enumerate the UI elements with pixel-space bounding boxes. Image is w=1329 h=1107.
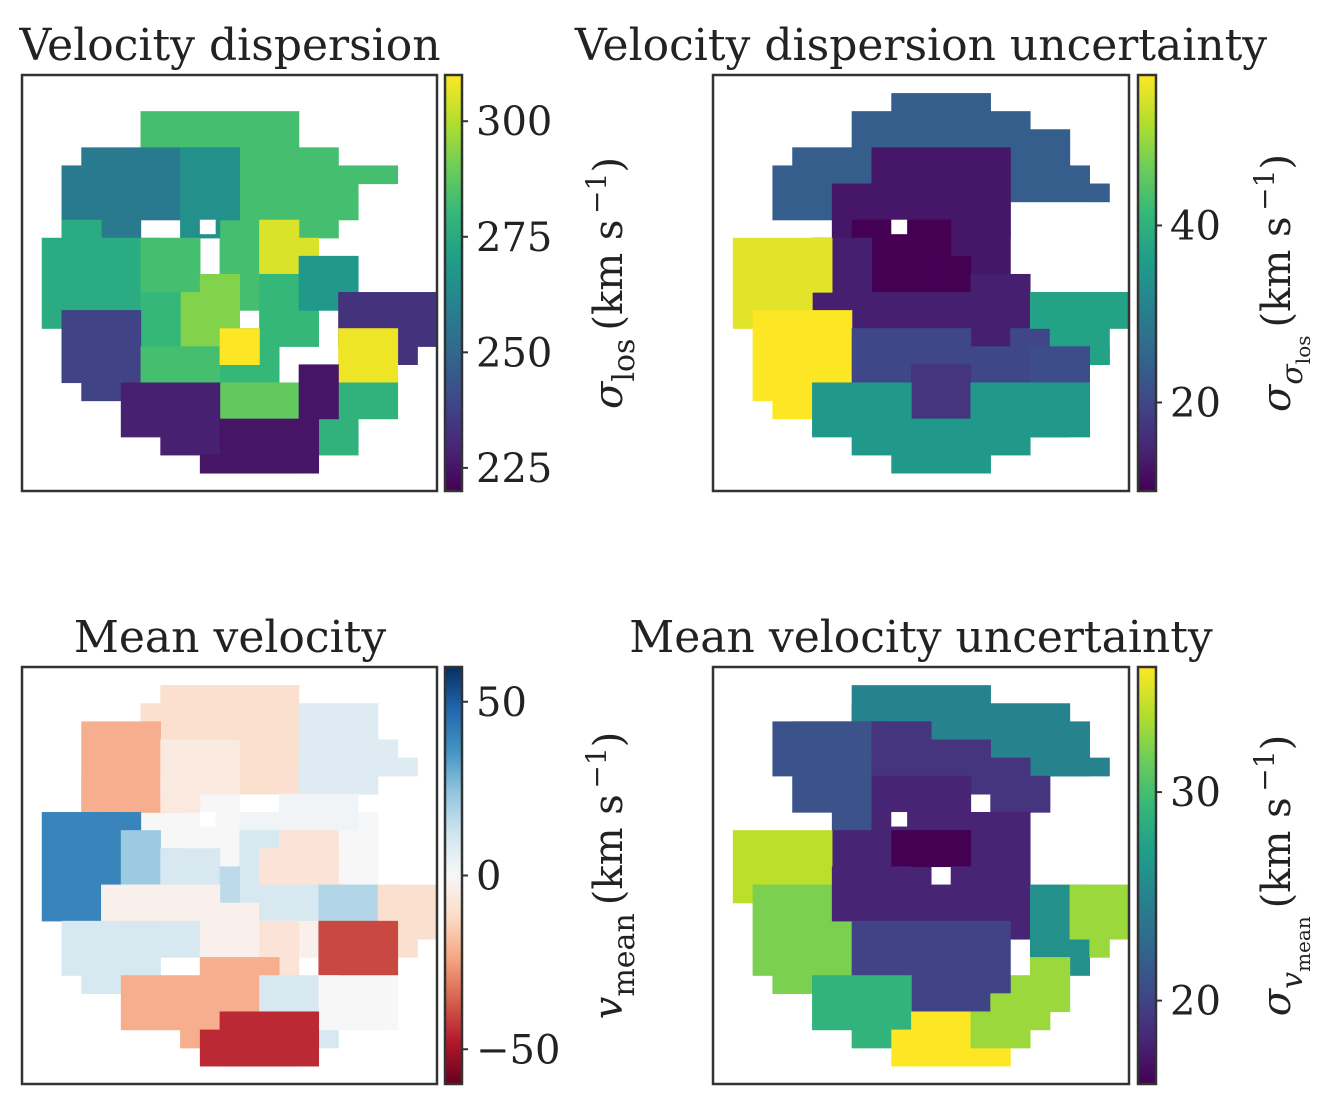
panel-title: Velocity dispersion — [18, 20, 440, 71]
heatmap-bin — [772, 975, 813, 994]
heatmap-bin — [1049, 364, 1071, 384]
heatmap-bin — [61, 219, 102, 239]
colorbar-label: σvmean (km s −1) — [1248, 735, 1315, 1016]
heatmap-bin — [338, 938, 379, 976]
heatmap-bin — [101, 884, 181, 922]
heatmap-bin — [239, 703, 300, 795]
heatmap-bin — [851, 328, 912, 384]
panel-3: Mean velocity −50 0 50 vmean (km s −1) — [20, 612, 642, 1086]
heatmap-bin — [160, 418, 221, 456]
colorbar — [443, 73, 464, 493]
panel-title: Mean velocity — [74, 612, 387, 663]
heatmap-bin — [81, 382, 122, 402]
masked-cell — [199, 812, 216, 827]
heatmap-bin — [950, 920, 1011, 994]
heatmap-bin — [1010, 757, 1110, 777]
map-frame — [20, 665, 439, 1086]
heatmap-bin — [338, 382, 399, 420]
heatmap-bin — [1029, 775, 1051, 813]
heatmap-bin — [338, 328, 399, 384]
heatmap-bin — [219, 382, 300, 420]
heatmap-bin — [81, 975, 122, 994]
heatmap-bin — [1029, 292, 1130, 329]
heatmap-bin — [891, 830, 972, 868]
colorbar-tick-label: 225 — [476, 446, 552, 492]
panel-title: Mean velocity uncertainty — [629, 612, 1213, 663]
panel-title: Velocity dispersion uncertainty — [574, 20, 1267, 71]
heatmap-bin — [278, 165, 359, 221]
heatmap-bin — [812, 830, 833, 886]
heatmap-bin — [357, 165, 399, 185]
heatmap-bin — [772, 165, 833, 221]
panel-2: Velocity dispersion uncertainty 20 40 σσlos… — [574, 20, 1315, 493]
heatmap-bin — [772, 400, 813, 420]
colorbar — [443, 665, 464, 1086]
colorbar-tick-label: 40 — [1170, 203, 1221, 249]
colorbar-label: σσlos (km s −1) — [1248, 154, 1315, 412]
masked-cell — [891, 812, 908, 827]
heatmap-bin — [199, 1029, 300, 1067]
heatmap-bin — [338, 993, 379, 1031]
heatmap-bin — [1010, 165, 1090, 203]
heatmap-bin — [180, 292, 221, 347]
panel-1: Velocity dispersion 225 250 275 300 σlos (km … — [18, 20, 642, 493]
map-frame — [20, 73, 439, 493]
colorbar-tick-label: 20 — [1170, 380, 1221, 426]
heatmap-bin — [397, 346, 418, 365]
colorbar-tick-label: 300 — [476, 99, 552, 145]
colorbar-label: vmean (km s −1) — [580, 732, 642, 1020]
heatmap-bin — [61, 310, 142, 384]
heatmap-bin — [1089, 920, 1110, 958]
panel-4: Mean velocity uncertainty 20 30 σvmean (km … — [629, 612, 1315, 1086]
heatmap-bin — [101, 219, 142, 239]
heatmap-bin — [278, 830, 339, 868]
heatmap-bin — [812, 902, 833, 958]
heatmap-bin — [140, 292, 181, 347]
heatmap-bin — [871, 721, 932, 777]
masked-cell — [891, 219, 908, 235]
heatmap-bin — [990, 757, 1031, 813]
colorbar-tick-label: 20 — [1170, 979, 1221, 1025]
heatmap — [732, 93, 1130, 474]
colorbar — [1136, 73, 1158, 493]
heatmap-bin — [357, 757, 418, 777]
heatmap — [732, 685, 1130, 1067]
masked-cell — [199, 219, 216, 235]
heatmap-bin — [812, 237, 833, 293]
heatmap-bin — [397, 920, 418, 958]
colorbar — [1136, 665, 1158, 1086]
heatmap-bin — [970, 1011, 1031, 1049]
heatmap-bin — [318, 418, 359, 456]
heatmap-bin — [1010, 382, 1071, 438]
map-frame — [711, 73, 1131, 493]
heatmap-bin — [160, 775, 201, 813]
colorbar-tick-label: 0 — [476, 854, 501, 900]
colorbar-tick-label: 50 — [476, 680, 527, 726]
heatmap-bin — [219, 328, 260, 365]
heatmap-bin — [199, 454, 300, 474]
colorbar-label: σlos (km s −1) — [580, 157, 642, 409]
heatmap-bin — [298, 364, 339, 420]
heatmap-bin — [1089, 183, 1110, 203]
heatmap — [41, 685, 438, 1067]
colorbar-tick-label: −50 — [476, 1027, 560, 1073]
map-frame — [711, 665, 1131, 1086]
heatmap-bin — [120, 920, 201, 958]
heatmap — [41, 111, 438, 474]
colorbar-tick-label: 275 — [476, 215, 552, 261]
heatmap-bin — [1089, 346, 1110, 365]
colorbar-tick-label: 30 — [1170, 770, 1221, 816]
colorbar-tick-label: 250 — [476, 330, 552, 376]
heatmap-bin — [140, 237, 201, 293]
